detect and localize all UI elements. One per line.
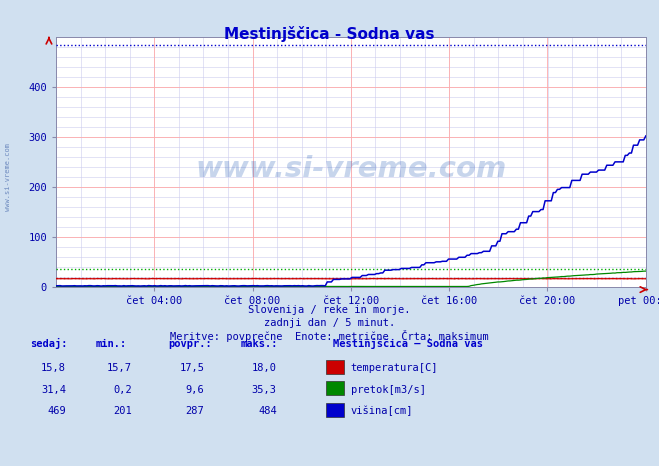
Text: maks.:: maks.: (241, 339, 278, 349)
Text: višina[cm]: višina[cm] (351, 406, 413, 416)
Text: Mestinjščica - Sodna vas: Mestinjščica - Sodna vas (224, 26, 435, 41)
Text: 287: 287 (186, 406, 204, 416)
Text: Meritve: povprečne  Enote: metrične  Črta: maksimum: Meritve: povprečne Enote: metrične Črta:… (170, 330, 489, 343)
Text: 31,4: 31,4 (41, 385, 66, 395)
Text: 0,2: 0,2 (113, 385, 132, 395)
Text: 17,5: 17,5 (179, 363, 204, 373)
Text: 15,7: 15,7 (107, 363, 132, 373)
Text: www.si-vreme.com: www.si-vreme.com (5, 143, 11, 211)
Text: www.si-vreme.com: www.si-vreme.com (195, 156, 507, 184)
Text: 201: 201 (113, 406, 132, 416)
Text: Slovenija / reke in morje.: Slovenija / reke in morje. (248, 305, 411, 315)
Text: 15,8: 15,8 (41, 363, 66, 373)
Text: zadnji dan / 5 minut.: zadnji dan / 5 minut. (264, 318, 395, 328)
Text: pretok[m3/s]: pretok[m3/s] (351, 385, 426, 395)
Text: temperatura[C]: temperatura[C] (351, 363, 438, 373)
Text: min.:: min.: (96, 339, 127, 349)
Text: 35,3: 35,3 (252, 385, 277, 395)
Text: 18,0: 18,0 (252, 363, 277, 373)
Text: 9,6: 9,6 (186, 385, 204, 395)
Text: Mestinjščica – Sodna vas: Mestinjščica – Sodna vas (333, 338, 483, 349)
Text: sedaj:: sedaj: (30, 338, 67, 349)
Text: 469: 469 (47, 406, 66, 416)
Text: povpr.:: povpr.: (168, 339, 212, 349)
Text: 484: 484 (258, 406, 277, 416)
